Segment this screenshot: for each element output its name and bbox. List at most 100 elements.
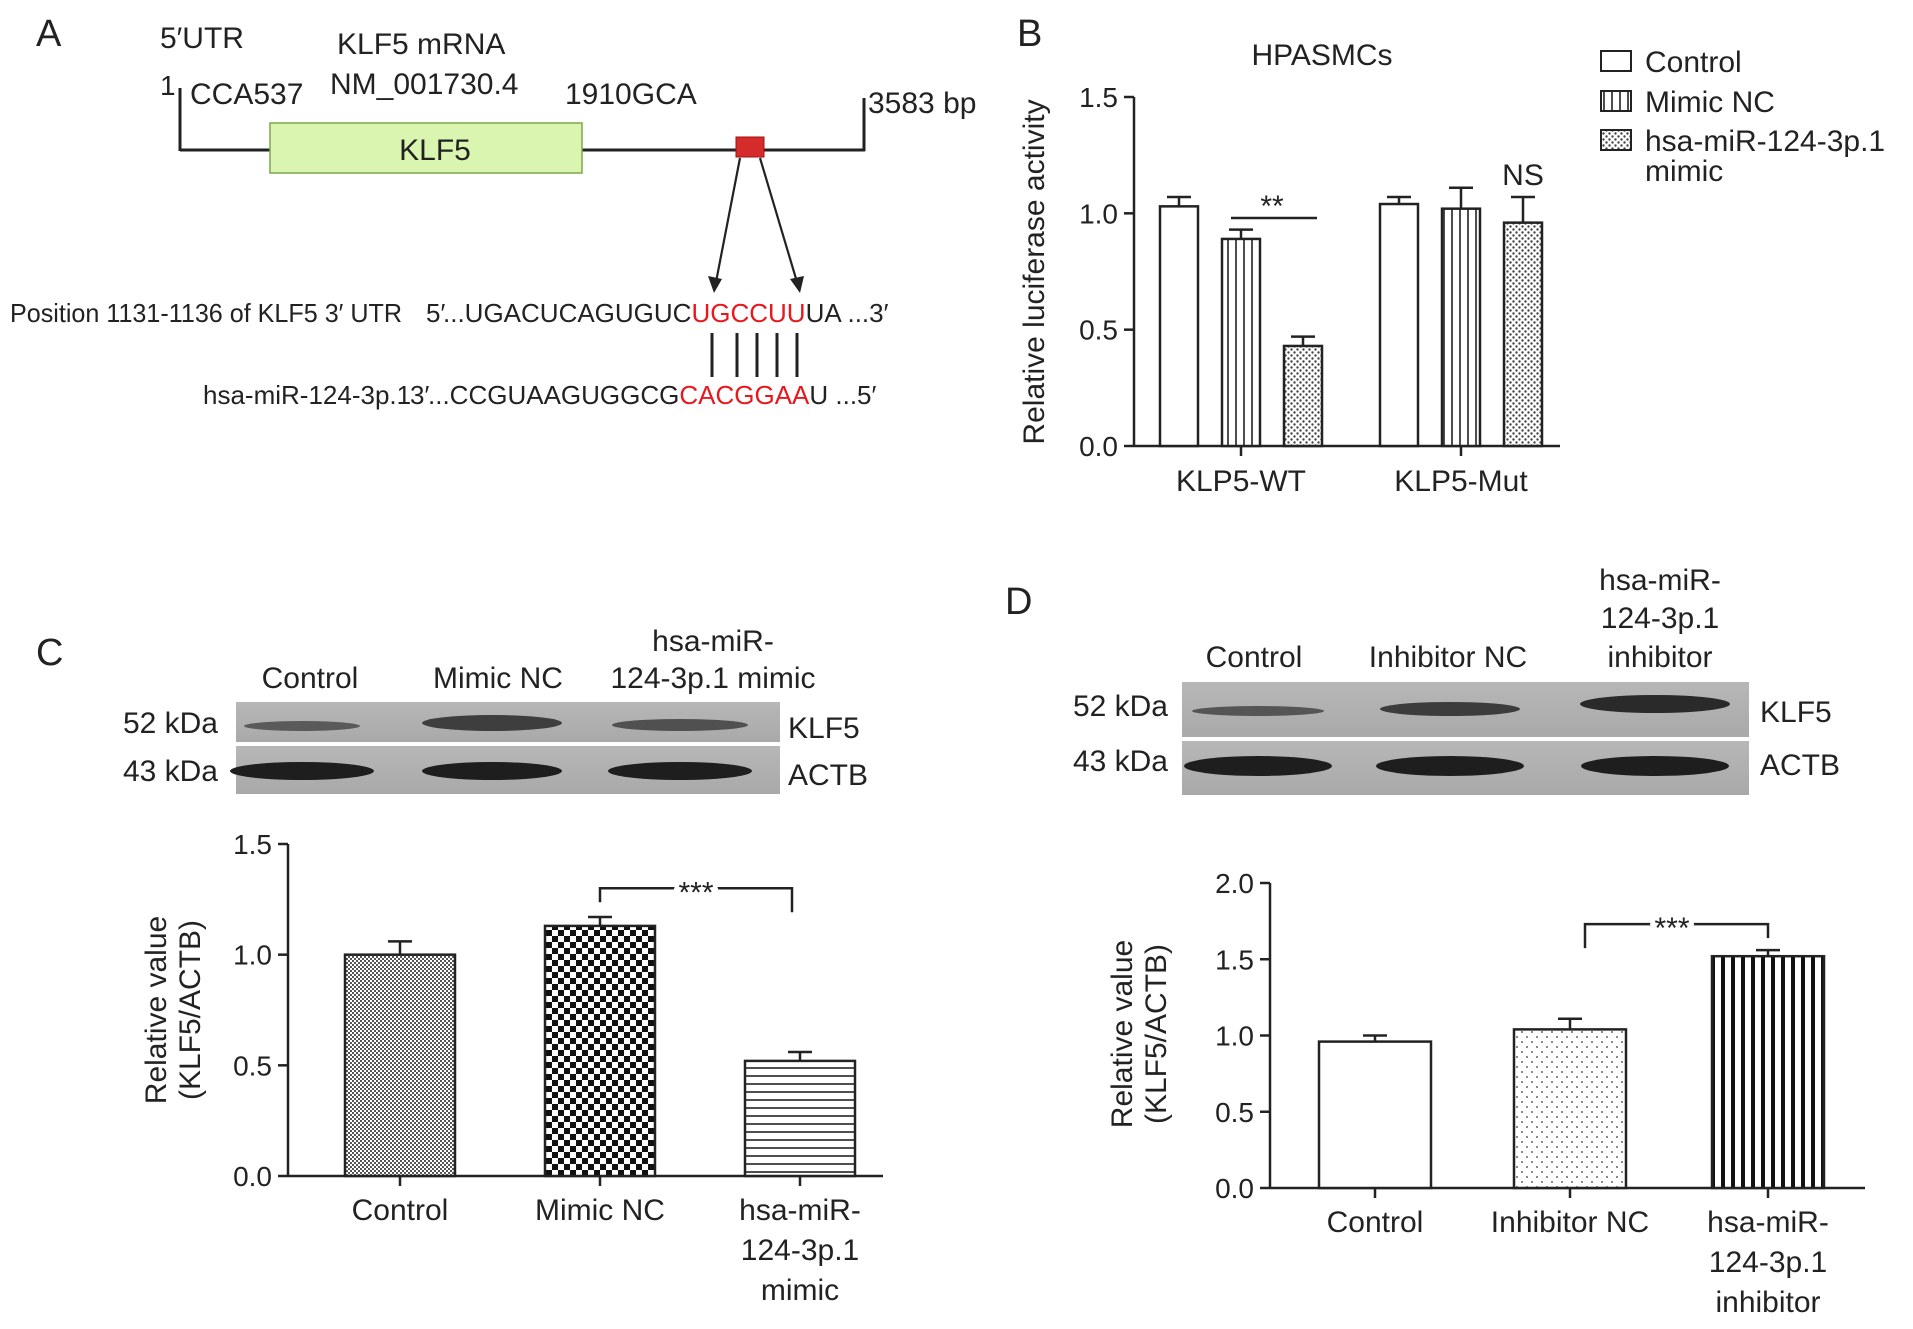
blot-c-kda-52: 52 kDa	[123, 707, 218, 740]
legend-label-control: Control	[1645, 46, 1742, 79]
base-pair-lines	[710, 333, 799, 377]
blot-d-image	[1182, 682, 1749, 795]
blot-d-protein-klf5: KLF5	[1760, 696, 1832, 729]
blot-d-lane-control: Control	[1206, 641, 1303, 674]
panel-b-label: B	[1017, 13, 1042, 55]
bar-c-2	[743, 1059, 857, 1178]
panel-c-ylabel-line2: (KLF5/ACTB)	[174, 920, 207, 1100]
cds-start: CCA537	[190, 78, 303, 111]
x-tick-label: inhibitor	[1715, 1286, 1820, 1319]
panel-c-ylabel-line1: Relative value	[140, 916, 173, 1104]
panel-d-ylabel-line2: (KLF5/ACTB)	[1140, 944, 1173, 1124]
x-tick-label: KLP5-Mut	[1394, 465, 1528, 498]
utr5-label: 5′UTR	[160, 22, 244, 55]
legend-item-control: Control	[1600, 46, 1742, 79]
bar-b-1-1	[1440, 207, 1482, 448]
legend-swatch-mimic-nc	[1600, 90, 1632, 112]
y-tick-label: 0.0	[1215, 1173, 1254, 1204]
significance-bracket-d	[1583, 922, 1770, 949]
legend-label-mimic-line1: hsa-miR-124-3p.1	[1645, 125, 1885, 158]
y-tick-label: 0.5	[233, 1050, 272, 1081]
mir-three-prime: 3′	[410, 380, 429, 410]
cds-end: 1910GCA	[565, 78, 697, 111]
panel-a-label: A	[36, 13, 62, 55]
legend-item-mimic: hsa-miR-124-3p.1 mimic	[1600, 125, 1885, 188]
y-tick-label: 1.0	[1215, 1021, 1254, 1052]
x-tick-label: KLP5-WT	[1176, 465, 1306, 498]
panel-b: B HPASMCs Relative luciferase activity 0…	[1017, 13, 1885, 498]
x-tick-label: Control	[352, 1194, 449, 1227]
panel-d-label: D	[1005, 581, 1032, 623]
arrow-left-head	[708, 276, 722, 293]
blot-c-kda-43: 43 kDa	[123, 755, 218, 788]
blot-c-lane-mimic-line1: hsa-miR-	[652, 625, 774, 658]
y-tick-label: 1.5	[1079, 82, 1118, 113]
utr-five-prime: 5′	[426, 298, 445, 328]
legend: Control Mimic NC hsa-miR-124-3p.1 mimic	[1600, 46, 1885, 188]
x-tick-label: Inhibitor NC	[1491, 1206, 1649, 1239]
mir-seq-prefix: ...CCGUAAGUGGCG	[428, 380, 679, 410]
bar-b-0-2	[1282, 344, 1324, 448]
target-site-box	[735, 136, 765, 158]
blot-c-protein-actb: ACTB	[788, 759, 868, 792]
legend-item-mimic-nc: Mimic NC	[1600, 86, 1775, 119]
panel-b-ylabel: Relative luciferase activity	[1018, 99, 1051, 444]
legend-label-mimic-nc: Mimic NC	[1645, 86, 1775, 119]
x-tick-label: 124-3p.1	[1709, 1246, 1827, 1279]
klf5-gene-box	[269, 122, 583, 174]
y-tick-label: 0.5	[1079, 315, 1118, 346]
y-tick-label: 0.0	[233, 1161, 272, 1192]
utr-seq-suffix: UA ...3′	[806, 298, 889, 328]
site-label: Position 1131-1136 of KLF5 3′ UTR	[10, 298, 402, 328]
ns-label-b: NS	[1502, 159, 1544, 192]
x-tick-label: hsa-miR-	[1707, 1206, 1829, 1239]
blot-d-kda-52: 52 kDa	[1073, 690, 1168, 723]
mir-seq-suffix: U ...5′	[809, 380, 876, 410]
x-tick-label: Mimic NC	[535, 1194, 665, 1227]
legend-swatch-mimic	[1600, 129, 1632, 151]
y-tick-label: 1.0	[1079, 198, 1118, 229]
blot-c-lane-control: Control	[262, 662, 359, 695]
panel-d-ylabel-line1: Relative value	[1106, 940, 1139, 1128]
x-tick-label: 124-3p.1	[741, 1234, 859, 1267]
y-tick-label: 1.0	[233, 940, 272, 971]
blot-c-lane-mimic-line2: 124-3p.1 mimic	[610, 662, 815, 695]
significance-label-c: ***	[678, 876, 713, 909]
arrow-right	[758, 157, 799, 283]
bar-d-2	[1710, 954, 1826, 1190]
significance-label-b: **	[1260, 190, 1284, 223]
legend-swatch-control	[1600, 50, 1632, 72]
blot-d-lane-inhibitor-line1: hsa-miR-	[1599, 564, 1721, 597]
panel-d: D Control Inhibitor NC hsa-miR- 124-3p.1…	[1005, 564, 1865, 1319]
bar-c-0	[343, 953, 457, 1178]
y-tick-label: 1.5	[233, 829, 272, 860]
significance-label-d: ***	[1654, 912, 1689, 945]
mir-label: hsa-miR-124-3p.1	[203, 380, 411, 410]
accession: NM_001730.4	[330, 68, 518, 101]
bar-b-0-1	[1220, 237, 1262, 448]
bar-c-1	[543, 924, 657, 1178]
bar-d-1	[1512, 1028, 1628, 1190]
blot-d-kda-43: 43 kDa	[1073, 745, 1168, 778]
mir-sequence: ...CCGUAAGUGGCGCACGGAAU ...5′	[428, 380, 877, 410]
chart-b: 0.0 0.5 1.0 1.5 KLP5-WT KLP5-Mut ** NS	[1079, 82, 1560, 498]
bar-b-0-0	[1158, 205, 1200, 448]
panel-c-label: C	[36, 632, 63, 674]
panel-b-title: HPASMCs	[1251, 39, 1392, 72]
chart-d: 0.0 0.5 1.0 1.5 2.0 Control Inhibitor NC hsa-mi…	[1215, 868, 1865, 1319]
x-tick-label: hsa-miR-	[739, 1194, 861, 1227]
y-tick-label: 0.5	[1215, 1097, 1254, 1128]
blot-d-lane-inhibitor-line2: 124-3p.1	[1601, 602, 1719, 635]
gene-box-label: KLF5	[399, 134, 471, 167]
x-tick-label: mimic	[761, 1274, 839, 1307]
utr-seq-match: UGCCUU	[691, 298, 805, 328]
panel-a: A 5′UTR KLF5 mRNA NM_001730.4 1 CCA537 1…	[10, 13, 976, 410]
significance-bracket-c	[598, 887, 794, 913]
blot-d-protein-actb: ACTB	[1760, 749, 1840, 782]
bar-b-1-2	[1502, 221, 1544, 448]
legend-label-mimic-line2: mimic	[1645, 155, 1723, 188]
panel-c: C Control Mimic NC hsa-miR- 124-3p.1 mim…	[36, 625, 883, 1307]
bar-b-1-0	[1378, 202, 1420, 448]
y-tick-label: 0.0	[1079, 431, 1118, 462]
